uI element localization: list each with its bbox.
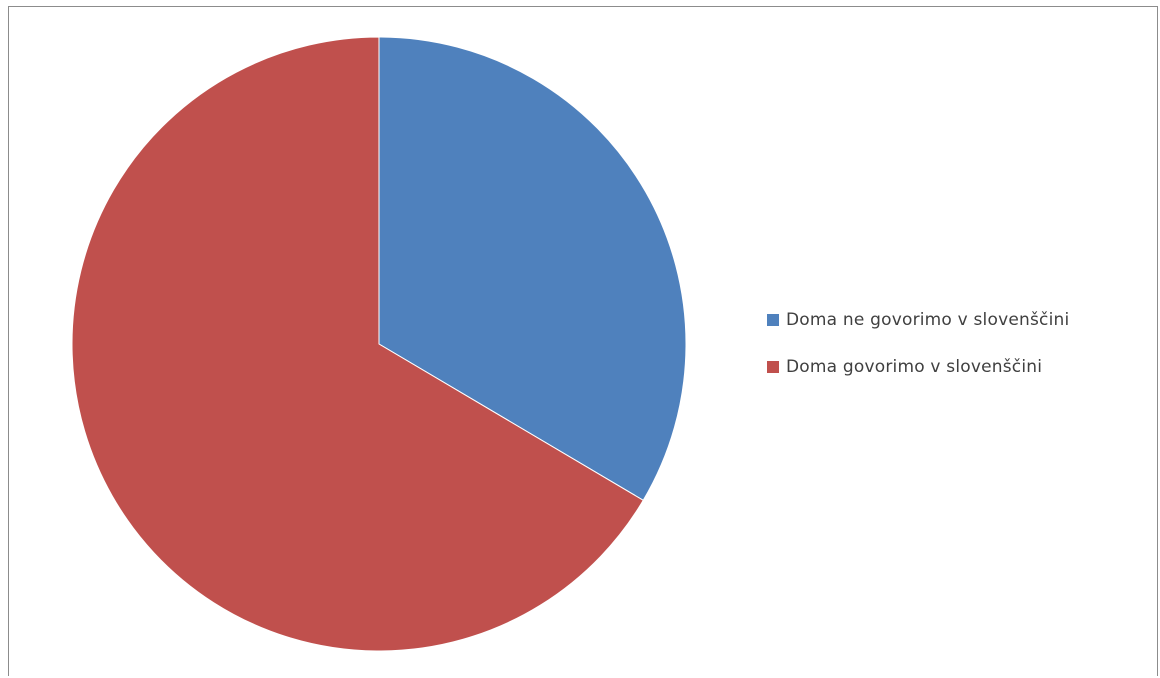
- legend-label: Doma ne govorimo v slovenščini: [786, 309, 1070, 330]
- legend-swatch: [767, 313, 779, 326]
- pie-slice-1: [71, 36, 644, 652]
- chart-legend: Doma ne govorimo v slovenščini Doma govo…: [767, 307, 1069, 401]
- legend-item-doma-ne-govorimo: Doma ne govorimo v slovenščini: [767, 307, 1069, 332]
- legend-swatch: [767, 360, 779, 373]
- pie-slice-0: [378, 36, 687, 501]
- legend-item-doma-govorimo: Doma govorimo v slovenščini: [767, 354, 1069, 379]
- legend-label: Doma govorimo v slovenščini: [786, 356, 1043, 377]
